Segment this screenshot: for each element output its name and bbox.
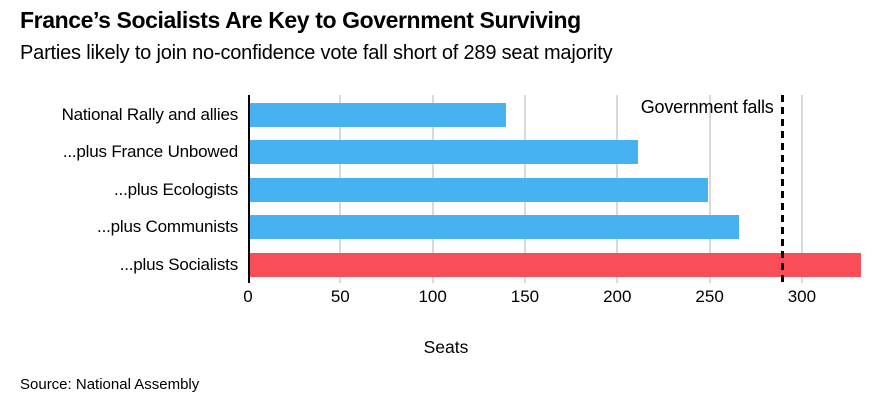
category-label-plus-communists: ...plus Communists (97, 217, 238, 237)
gridline-250 (708, 95, 711, 283)
source-note: Source: National Assembly (20, 376, 200, 393)
category-label-plus-socialists: ...plus Socialists (119, 254, 238, 274)
bar-plus-ecologists (248, 177, 708, 202)
category-label-plus-ecologists: ...plus Ecologists (114, 179, 238, 199)
gridline-300 (800, 95, 803, 283)
bar-plus-france-unbowed (248, 140, 638, 165)
chart-subtitle: Parties likely to join no-confidence vot… (20, 42, 613, 64)
category-label-plus-france-unbowed: ...plus France Unbowed (62, 142, 238, 162)
chart-title: France’s Socialists Are Key to Governmen… (20, 7, 581, 33)
plot-area: Government falls (248, 95, 861, 283)
category-axis: National Rally and allies ...plus France … (0, 0, 239, 370)
y-axis-line (248, 95, 250, 283)
reference-line (780, 95, 784, 283)
reference-line-label: Government falls (640, 97, 774, 117)
x-axis-ticks: 0 50 100 150 200 250 300 (243, 286, 861, 308)
category-label-national-rally-and-allies: National Rally and allies (61, 104, 239, 124)
x-tick-150: 150 (510, 287, 540, 306)
bar-chart: National Rally and allies ...plus France … (0, 0, 861, 370)
bar-national-rally-and-allies (248, 102, 507, 127)
bar-plus-communists (248, 215, 740, 240)
x-axis-title: Seats (423, 337, 469, 357)
x-tick-0: 0 (243, 287, 253, 306)
bar-plus-socialists (248, 252, 861, 277)
x-tick-50: 50 (330, 287, 350, 306)
x-tick-300: 300 (787, 287, 817, 306)
x-tick-100: 100 (418, 287, 447, 306)
x-tick-250: 250 (695, 287, 724, 306)
x-tick-200: 200 (603, 287, 632, 306)
